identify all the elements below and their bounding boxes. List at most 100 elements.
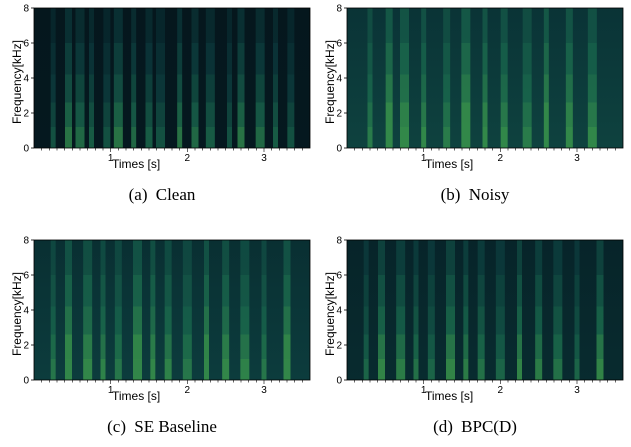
speech-energy-column bbox=[463, 240, 469, 380]
y-tick-label: 0 bbox=[336, 144, 342, 155]
speech-energy-column bbox=[443, 8, 451, 148]
spectrogram-panel-bpc-d: 0 2 4 6 8 1 2 3 Frequency[kHz] Times [s] (d) BP… bbox=[323, 236, 625, 447]
spectrogram-panel-se-baseline: 0 2 4 6 8 1 2 3 Frequency[kHz] Times [s] (c) SE… bbox=[10, 236, 312, 447]
speech-energy-column bbox=[553, 240, 563, 380]
speech-energy-column bbox=[477, 240, 485, 380]
speech-energy-column bbox=[150, 240, 156, 380]
y-tick-label: 4 bbox=[23, 74, 29, 85]
x-tick-label: 1 bbox=[421, 385, 427, 396]
speech-energy-column bbox=[385, 8, 393, 148]
speech-energy-column bbox=[100, 240, 106, 380]
spectrogram-background bbox=[34, 240, 310, 380]
y-tick-label: 8 bbox=[23, 236, 29, 247]
subfigure-caption: (d) BPC(D) bbox=[433, 417, 517, 436]
speech-energy-column bbox=[400, 8, 409, 148]
y-axis-label: Frequency[kHz] bbox=[323, 271, 337, 357]
speech-energy-column bbox=[65, 240, 72, 380]
speech-energy-column bbox=[543, 8, 549, 148]
y-tick-label: 8 bbox=[336, 236, 342, 247]
x-axis-label: Times [s] bbox=[112, 389, 161, 403]
y-tick-label: 0 bbox=[23, 376, 29, 387]
x-tick-label: 2 bbox=[185, 385, 191, 396]
subfigure-caption: (a) Clean bbox=[128, 185, 196, 204]
x-tick-label: 3 bbox=[261, 385, 267, 396]
speech-energy-column bbox=[255, 8, 265, 148]
y-tick-label: 6 bbox=[336, 271, 342, 282]
y-tick-label: 2 bbox=[336, 341, 342, 352]
speech-energy-column bbox=[222, 240, 230, 380]
speech-energy-column bbox=[287, 8, 295, 148]
x-axis-label: Times [s] bbox=[425, 157, 474, 171]
y-tick-label: 2 bbox=[23, 109, 29, 120]
speech-energy-column bbox=[191, 8, 199, 148]
speech-energy-column bbox=[500, 8, 508, 148]
x-axis-label: Times [s] bbox=[425, 389, 474, 403]
y-tick-label: 0 bbox=[23, 144, 29, 155]
y-tick-label: 2 bbox=[336, 109, 342, 120]
x-tick-label: 1 bbox=[421, 153, 427, 164]
speech-energy-column bbox=[413, 240, 419, 380]
spectrogram-background bbox=[34, 8, 310, 148]
y-tick-label: 6 bbox=[23, 39, 29, 50]
y-tick-label: 6 bbox=[23, 271, 29, 282]
speech-energy-column bbox=[461, 8, 471, 148]
speech-energy-column bbox=[396, 240, 406, 380]
y-tick-label: 4 bbox=[336, 306, 342, 317]
x-tick-label: 2 bbox=[498, 153, 504, 164]
speech-energy-column bbox=[565, 8, 573, 148]
spectrogram-plot: 0 2 4 6 8 1 2 3 bbox=[336, 236, 624, 396]
speech-energy-column bbox=[156, 8, 165, 148]
speech-energy-column bbox=[75, 8, 85, 148]
y-tick-label: 8 bbox=[336, 4, 342, 15]
x-tick-label: 3 bbox=[261, 153, 267, 164]
speech-energy-column bbox=[522, 8, 532, 148]
speech-energy-column bbox=[273, 8, 278, 148]
spectrogram-plot: 0 2 4 6 8 1 2 3 bbox=[23, 236, 311, 396]
speech-energy-column bbox=[240, 240, 250, 380]
speech-energy-column bbox=[574, 240, 580, 380]
speech-energy-column bbox=[421, 8, 427, 148]
speech-energy-column bbox=[446, 240, 455, 380]
speech-energy-column bbox=[89, 8, 94, 148]
speech-energy-column bbox=[535, 240, 543, 380]
speech-energy-column bbox=[182, 240, 192, 380]
speech-energy-column bbox=[204, 240, 209, 380]
x-tick-label: 2 bbox=[498, 385, 504, 396]
speech-energy-column bbox=[596, 240, 604, 380]
speech-energy-column bbox=[237, 8, 245, 148]
subfigure-caption: (b) Noisy bbox=[440, 185, 510, 204]
speech-energy-column bbox=[205, 8, 215, 148]
speech-energy-column bbox=[227, 8, 232, 148]
y-tick-label: 4 bbox=[23, 306, 29, 317]
speech-energy-column bbox=[65, 8, 72, 148]
spectrogram-panel-noisy: 0 2 4 6 8 1 2 3 Frequency[kHz] Times [s] (b) No… bbox=[323, 4, 625, 215]
speech-energy-column bbox=[177, 8, 183, 148]
speech-energy-column bbox=[133, 240, 142, 380]
y-axis-label: Frequency[kHz] bbox=[323, 39, 337, 125]
x-tick-label: 3 bbox=[574, 385, 580, 396]
subfigure-caption: (c) SE Baseline bbox=[107, 417, 217, 436]
y-axis-label: Frequency[kHz] bbox=[10, 271, 24, 357]
spectrogram-plot: 0 2 4 6 8 1 2 3 bbox=[23, 4, 311, 164]
x-tick-label: 2 bbox=[185, 153, 191, 164]
speech-energy-column bbox=[50, 8, 56, 148]
speech-energy-column bbox=[367, 8, 373, 148]
speech-energy-column bbox=[145, 8, 153, 148]
speech-energy-column bbox=[50, 240, 56, 380]
speech-energy-column bbox=[587, 8, 597, 148]
spectrogram-plot: 0 2 4 6 8 1 2 3 bbox=[336, 4, 624, 164]
speech-energy-column bbox=[283, 240, 291, 380]
x-tick-label: 1 bbox=[108, 385, 114, 396]
x-axis-label: Times [s] bbox=[112, 157, 161, 171]
speech-energy-column bbox=[114, 240, 122, 380]
spectrogram-background bbox=[347, 240, 623, 380]
speech-energy-column bbox=[113, 8, 123, 148]
speech-energy-column bbox=[131, 8, 137, 148]
y-tick-label: 6 bbox=[336, 39, 342, 50]
y-tick-label: 4 bbox=[336, 74, 342, 85]
y-tick-label: 8 bbox=[23, 4, 29, 15]
y-tick-label: 2 bbox=[23, 341, 29, 352]
y-axis-label: Frequency[kHz] bbox=[10, 39, 24, 125]
speech-energy-column bbox=[482, 8, 488, 148]
speech-energy-column bbox=[427, 240, 435, 380]
